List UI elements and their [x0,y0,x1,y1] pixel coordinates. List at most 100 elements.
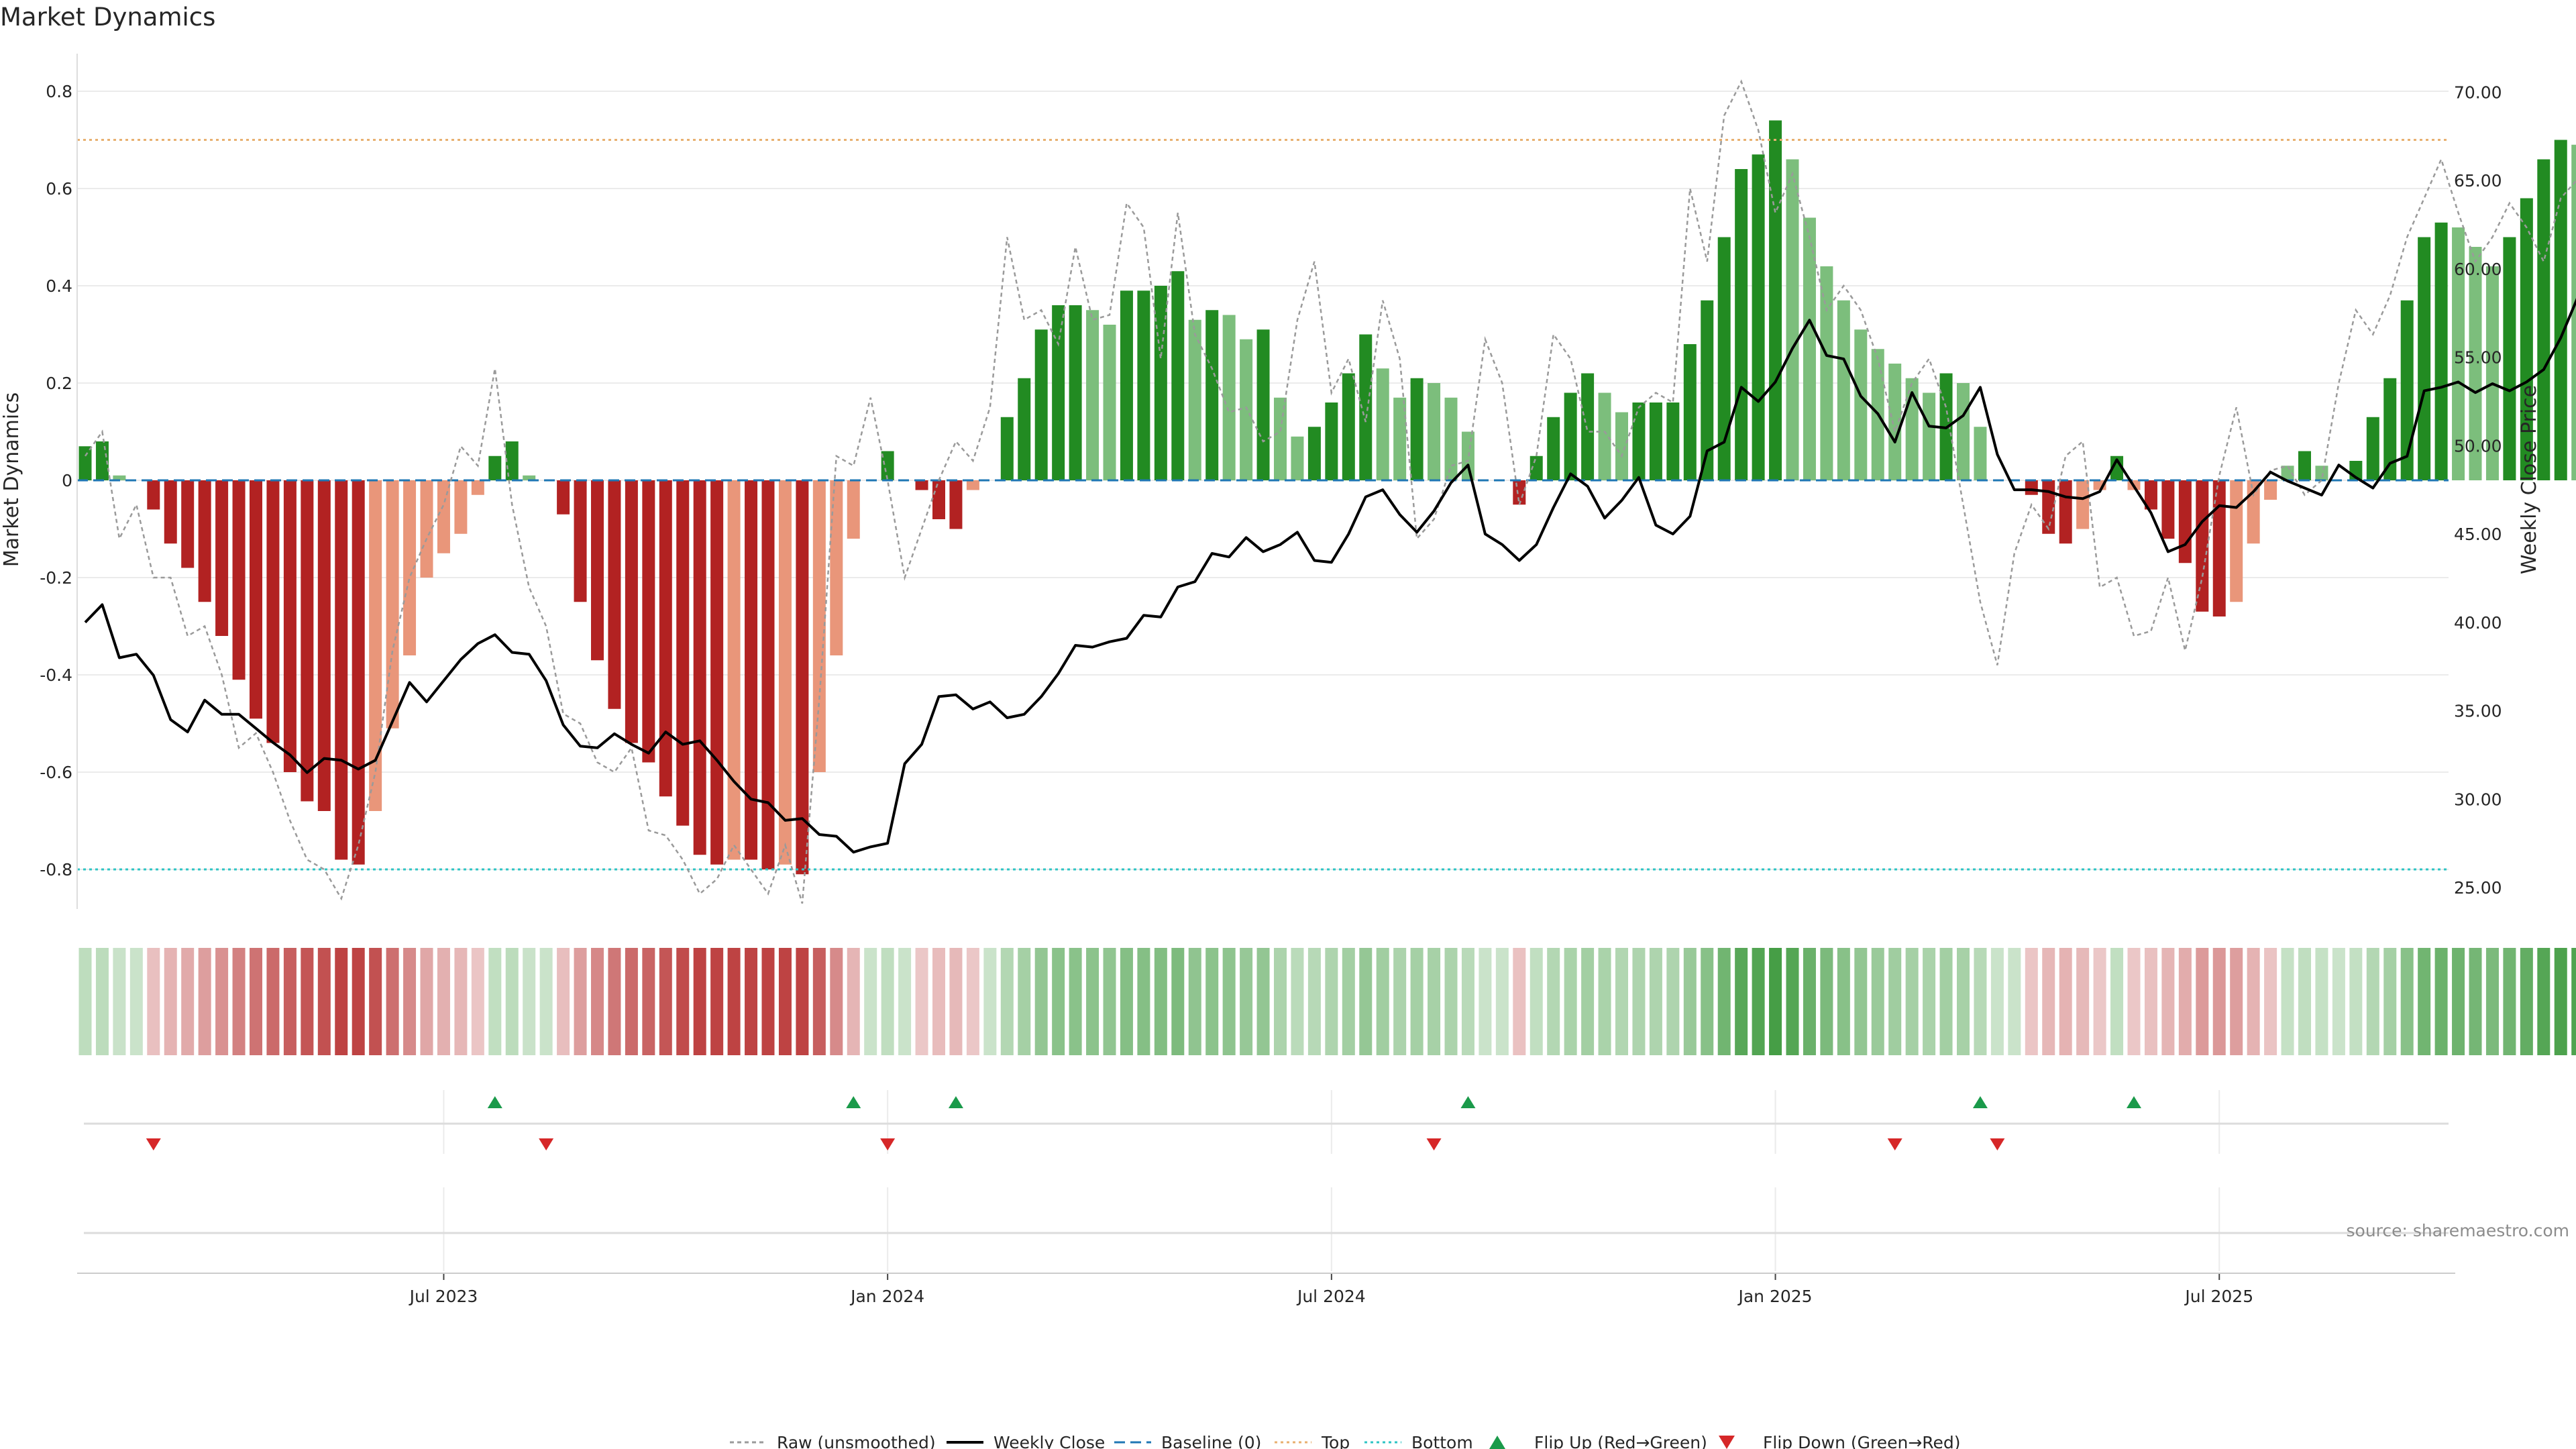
dynamics-bar [283,480,297,772]
flip-down-marker [1426,1138,1442,1150]
dynamics-bar [181,480,195,568]
heat-cell [523,948,536,1055]
dynamics-bar [1291,436,1304,480]
dynamics-bar [2042,480,2055,534]
legend: Raw (unsmoothed) Weekly Close Baseline (… [730,1433,1961,1449]
heat-cell [693,948,706,1055]
heat-cell [1222,948,1236,1055]
dynamics-bar [2554,140,2567,480]
heat-cell [1923,948,1936,1055]
y-axis-left-label: Market Dynamics [0,392,23,568]
heat-cell [2161,948,2175,1055]
x-tick-label: Jan 2024 [849,1287,924,1306]
heat-cell [2247,948,2260,1055]
dynamics-bar [2076,480,2090,529]
heat-cell [1735,948,1748,1055]
heat-cell [2196,948,2209,1055]
dynamics-bar [437,480,450,553]
heat-cell [761,948,775,1055]
heat-cell [1683,948,1697,1055]
dynamics-bar [1717,237,1731,480]
heat-cell [352,948,365,1055]
heat-cell [1871,948,1884,1055]
heat-strip [78,948,2576,1055]
heat-cell [1069,948,1082,1055]
x-tick-label: Jan 2025 [1737,1287,1812,1306]
source-note: source: sharemaestro.com [2347,1221,2570,1240]
y-tick-left-label: 0.4 [46,276,72,296]
y-tick-right-label: 25.00 [2454,878,2502,898]
heat-cell [2059,948,2072,1055]
heat-cell [642,948,655,1055]
dynamics-bar [1444,397,1458,480]
dynamics-bar [369,480,382,811]
heat-cell [1086,948,1099,1055]
heat-cell [1342,948,1355,1055]
dynamics-bar [830,480,843,655]
heat-cell [1205,948,1219,1055]
dynamics-bar [232,480,246,680]
heat-cell [1990,948,2004,1055]
dynamics-bar [2418,237,2431,480]
heat-cell [1615,948,1628,1055]
flip-markers [146,1096,2141,1150]
dynamics-bar [1598,392,1611,480]
heat-cell [2230,948,2243,1055]
dynamics-bar [2400,300,2414,480]
heat-cell [1701,948,1714,1055]
heat-cell [1820,948,1833,1055]
dynamics-bar [2230,480,2243,602]
heat-cell [1632,948,1646,1055]
heat-cell [1052,948,1065,1055]
heat-cell [1154,948,1167,1055]
dynamics-bar [1325,402,1338,480]
grid-lines [77,91,2449,1271]
heat-cell [539,948,553,1055]
dynamics-bar [420,480,433,578]
dynamics-bar [113,475,126,480]
dynamics-bar [1410,378,1424,480]
dynamics-bar [778,480,792,865]
dynamics-bar [591,480,604,661]
heat-cell [1000,948,1014,1055]
heat-cell [898,948,912,1055]
heat-cell [830,948,843,1055]
heat-cell [2110,948,2124,1055]
heat-cell [1598,948,1611,1055]
heat-cell [2503,948,2516,1055]
dynamics-bar [727,480,741,860]
dynamics-bar [659,480,672,797]
dynamics-bar [2298,451,2311,480]
heat-cell [2418,948,2431,1055]
legend-flip-up-label: Flip Up (Red→Green) [1534,1433,1707,1449]
dynamics-bar [812,480,826,772]
heat-cell [1325,948,1338,1055]
dynamics-bar [1018,378,1031,480]
heat-cell [505,948,519,1055]
heat-cell [2554,948,2567,1055]
line-series [84,79,2576,904]
dynamics-bar [966,480,979,490]
legend-flip-up-icon [1489,1436,1505,1449]
heat-cell [574,948,587,1055]
heat-cell [1939,948,1953,1055]
dynamics-bar [1103,325,1116,480]
dynamics-bar [2315,466,2328,480]
dynamics-bar [403,480,417,655]
dynamics-bar [574,480,587,602]
dynamics-bar [2212,480,2226,616]
x-tick-label: Jul 2025 [2184,1287,2253,1306]
dynamics-bar [1769,120,1782,480]
dynamics-bar [847,480,860,539]
y-tick-left-label: 0.2 [46,374,72,393]
heat-cell [1581,948,1595,1055]
heat-cell [113,948,126,1055]
y-tick-right-label: 30.00 [2454,790,2502,809]
dynamics-bar [2196,480,2209,612]
dynamics-bar [745,480,758,860]
heat-cell [1529,948,1543,1055]
dynamics-bar [1307,427,1321,480]
dynamics-bar [471,480,484,495]
y-tick-right-label: 55.00 [2454,348,2502,368]
dynamics-bar [1564,392,1577,480]
